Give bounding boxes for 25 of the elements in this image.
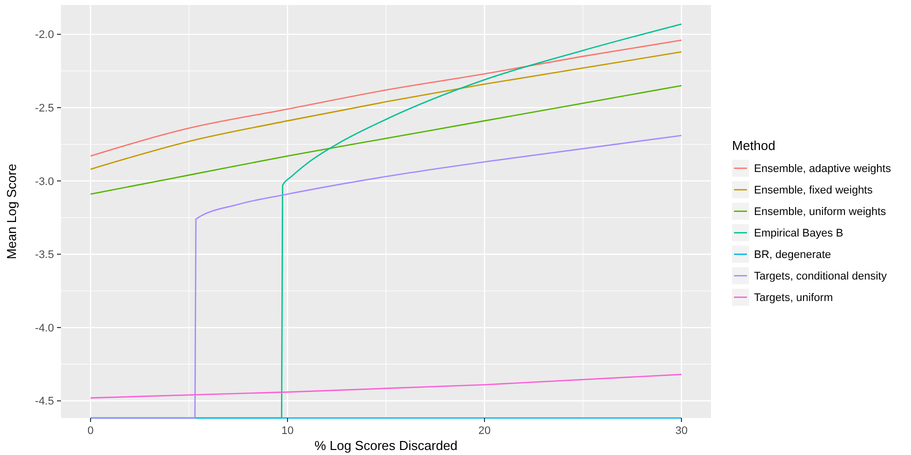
y-tick-label: -4.0 [35,322,54,334]
legend-label: Ensemble, uniform weights [754,206,887,218]
line-series [90,40,682,157]
legend-label: Targets, conditional density [754,270,888,283]
legend-label: Ensemble, adaptive weights [754,163,892,176]
x-tick-label: 0 [87,425,94,437]
y-tick-label: -4.5 [35,396,54,408]
legend-label: BR, degenerate [754,249,832,262]
legend-label: Ensemble, fixed weights [754,184,874,197]
x-tick-label: 20 [478,425,491,437]
line-series [90,374,682,399]
y-tick-label: -3.0 [35,176,54,188]
line-series [90,51,682,170]
line-series [90,84,682,195]
legend-title: Method [732,138,776,153]
y-tick-label: -3.5 [35,249,54,262]
x-tick-label: 30 [675,425,688,437]
y-axis-title: Mean Log Score [4,164,19,260]
line-series [90,134,682,419]
legend-label: Targets, uniform [754,292,833,304]
x-axis-title: % Log Scores Discarded [314,438,458,453]
y-tick-label: -2.5 [35,102,54,114]
y-tick-label: -2.0 [35,29,54,42]
x-tick-label: 10 [281,425,294,437]
legend-label: Empirical Bayes B [754,228,844,240]
